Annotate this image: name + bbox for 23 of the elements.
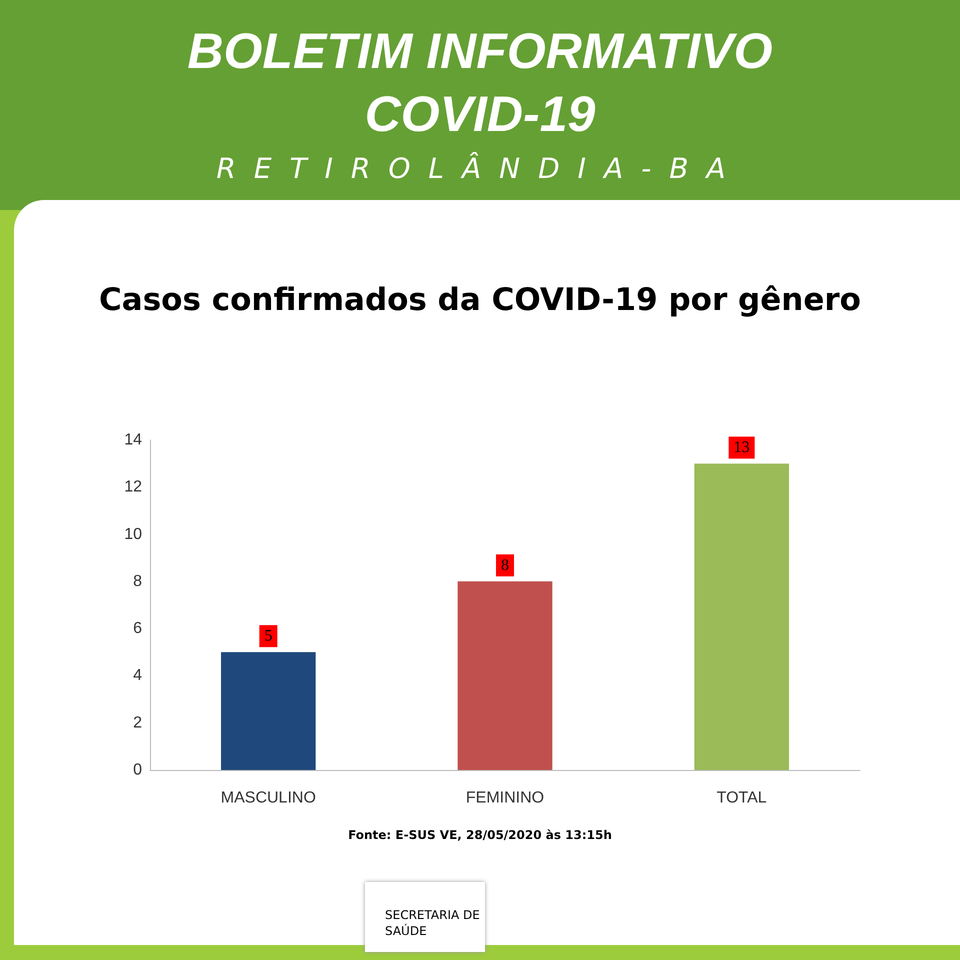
text: SECRETARIA DE SAÚDE (365, 882, 485, 952)
text: BOLETIM INFORMATIVO (186, 22, 774, 80)
y-tick-label: 6 (133, 620, 142, 638)
x-tick-label: TOTAL (716, 790, 767, 806)
bar (458, 581, 552, 770)
text: COVID-19 (364, 85, 596, 143)
x-tick-label: MASCULINO (220, 790, 316, 806)
y-tick-label: 10 (124, 526, 142, 543)
bar (221, 652, 316, 770)
data-label: 8 (501, 556, 509, 574)
x-tick-label: FEMININO (466, 790, 544, 806)
y-tick-label: 4 (133, 667, 142, 684)
data-label: 13 (734, 439, 750, 456)
y-tick-label: 0 (133, 762, 142, 778)
y-tick-label: 14 (124, 432, 142, 448)
y-tick-label: 2 (133, 714, 142, 732)
y-tick-label: 12 (124, 478, 142, 496)
y-tick-label: 8 (133, 572, 142, 590)
bar (694, 464, 789, 770)
chart-title: Casos confirmados da COVID-19 por gênero (98, 282, 862, 318)
data-label: 5 (264, 628, 272, 645)
source-note: Fonte: E-SUS VE, 28/05/2020 às 13:15h (347, 828, 613, 842)
text: RETIROLÂNDIA-BA (215, 152, 745, 185)
